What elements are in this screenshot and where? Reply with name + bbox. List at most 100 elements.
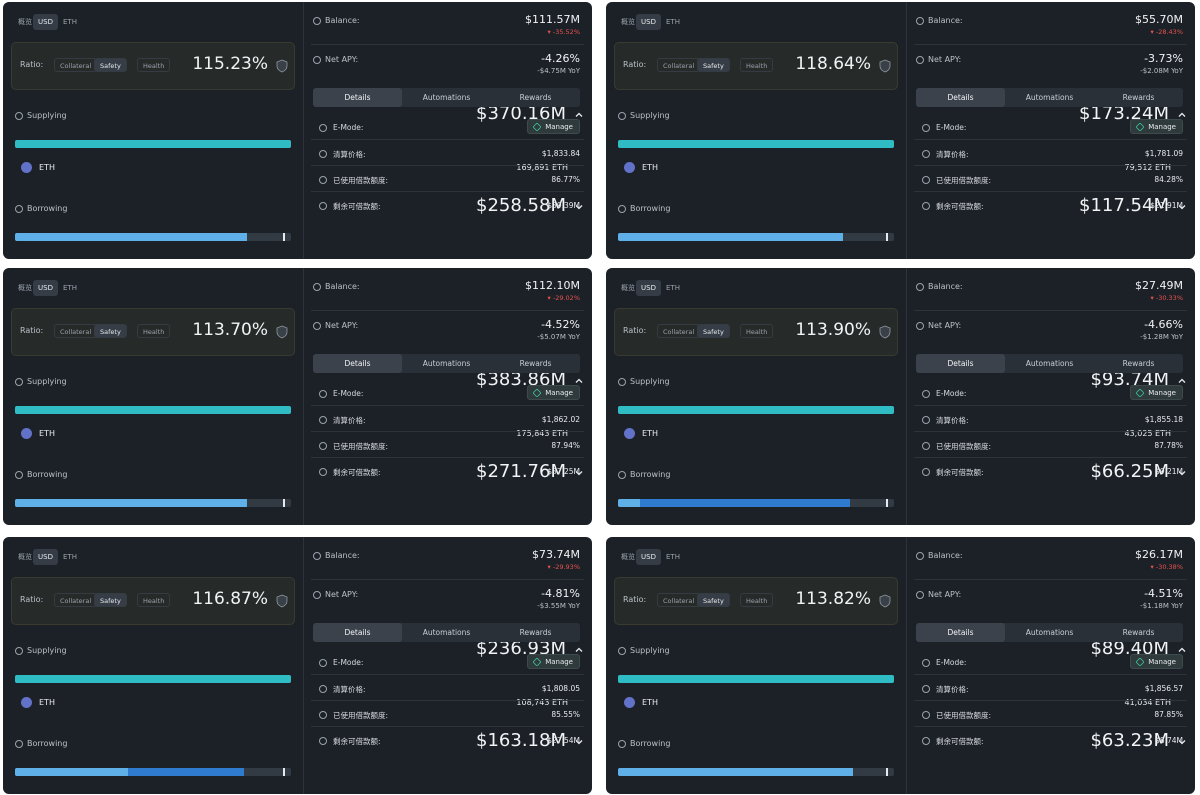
detail-tab[interactable]: Automations — [422, 359, 471, 368]
info-icon — [319, 124, 327, 132]
info-icon — [15, 471, 23, 479]
ratio-option[interactable]: Health — [740, 324, 774, 338]
expand-toggle[interactable] — [1177, 376, 1187, 386]
separator — [914, 165, 1187, 166]
ratio-option[interactable]: Safety — [697, 324, 730, 338]
supplying-value: $93.74M — [1090, 369, 1169, 390]
ratio-option[interactable]: Collateral — [54, 58, 98, 72]
manage-button[interactable]: Manage — [1130, 654, 1183, 669]
asset-name: ETH — [39, 429, 55, 438]
detail-value: $21.91M — [1150, 201, 1183, 210]
currency-tab[interactable]: 概览 — [18, 18, 32, 26]
expand-toggle[interactable] — [574, 376, 584, 386]
ratio-option[interactable]: Safety — [697, 58, 730, 72]
detail-tab[interactable]: Details — [916, 623, 1005, 642]
detail-tab[interactable]: Details — [313, 88, 402, 107]
ratio-option[interactable]: Collateral — [657, 324, 701, 338]
ratio-option[interactable]: Health — [137, 593, 171, 607]
currency-tab[interactable]: USD — [636, 14, 661, 30]
currency-tab[interactable]: USD — [33, 549, 58, 565]
detail-tab[interactable]: Automations — [422, 93, 471, 102]
info-icon — [922, 737, 930, 745]
detail-tab[interactable]: Automations — [422, 628, 471, 637]
detail-tab[interactable]: Rewards — [519, 93, 552, 102]
separator — [311, 457, 584, 458]
currency-tab[interactable]: ETH — [63, 553, 77, 561]
currency-tab[interactable]: USD — [636, 280, 661, 296]
detail-tab[interactable]: Automations — [1025, 93, 1074, 102]
detail-value: $37.25M — [547, 467, 580, 476]
balance-label: Balance: — [928, 16, 963, 25]
ratio-option[interactable]: Collateral — [54, 593, 98, 607]
detail-tab[interactable]: Rewards — [519, 359, 552, 368]
expand-toggle[interactable] — [574, 468, 584, 478]
ratio-option[interactable]: Health — [740, 593, 774, 607]
ratio-option[interactable]: Safety — [94, 593, 127, 607]
detail-value: 86.77% — [551, 175, 580, 184]
currency-tab[interactable]: ETH — [666, 18, 680, 26]
ratio-option[interactable]: Health — [740, 58, 774, 72]
currency-tab[interactable]: 概览 — [621, 284, 635, 292]
currency-tab[interactable]: USD — [33, 14, 58, 30]
detail-tab[interactable]: Automations — [1025, 359, 1074, 368]
ratio-option[interactable]: Health — [137, 58, 171, 72]
shield-icon — [276, 59, 288, 73]
currency-tab[interactable]: ETH — [63, 284, 77, 292]
expand-toggle[interactable] — [1177, 737, 1187, 747]
balance-change: -29.93% — [548, 563, 580, 571]
info-icon — [922, 150, 930, 158]
borrowing-label: Borrowing — [27, 204, 68, 213]
gear-icon — [1135, 388, 1145, 398]
dashboard-panel: 概览 USD ETH Ratio: Collateral Safety Health 115.… — [3, 2, 592, 259]
detail-tab[interactable]: Details — [313, 623, 402, 642]
currency-tab[interactable]: USD — [33, 280, 58, 296]
ratio-option[interactable]: Safety — [697, 593, 730, 607]
expand-toggle[interactable] — [574, 645, 584, 655]
detail-tab[interactable]: Rewards — [1122, 628, 1155, 637]
manage-button[interactable]: Manage — [527, 654, 580, 669]
ratio-option[interactable]: Collateral — [54, 324, 98, 338]
manage-button[interactable]: Manage — [527, 119, 580, 134]
net-apy-label: Net APY: — [325, 321, 359, 330]
currency-tab[interactable]: 概览 — [621, 553, 635, 561]
detail-tab[interactable]: Details — [313, 354, 402, 373]
ratio-option[interactable]: Collateral — [657, 593, 701, 607]
info-icon — [15, 205, 23, 213]
balance-change: -30.33% — [1151, 294, 1183, 302]
currency-tab[interactable]: ETH — [666, 553, 680, 561]
currency-tab[interactable]: ETH — [666, 284, 680, 292]
ratio-option[interactable]: Safety — [94, 324, 127, 338]
dashboard-panel: 概览 USD ETH Ratio: Collateral Safety Health 113.… — [606, 268, 1195, 525]
expand-toggle[interactable] — [574, 737, 584, 747]
manage-button[interactable]: Manage — [527, 385, 580, 400]
manage-button[interactable]: Manage — [1130, 119, 1183, 134]
detail-label: E-Mode: — [936, 658, 967, 667]
currency-tab[interactable]: USD — [636, 549, 661, 565]
separator — [914, 310, 1187, 311]
info-icon — [319, 202, 327, 210]
currency-tab[interactable]: 概览 — [18, 553, 32, 561]
separator — [311, 726, 584, 727]
ratio-option[interactable]: Collateral — [657, 58, 701, 72]
manage-button[interactable]: Manage — [1130, 385, 1183, 400]
currency-tab[interactable]: 概览 — [18, 284, 32, 292]
currency-tab[interactable]: ETH — [63, 18, 77, 26]
detail-tab[interactable]: Rewards — [1122, 359, 1155, 368]
expand-toggle[interactable] — [574, 110, 584, 120]
detail-label: 剩余可借款额: — [936, 468, 984, 477]
ratio-option[interactable]: Health — [137, 324, 171, 338]
ratio-option[interactable]: Safety — [94, 58, 127, 72]
detail-tab[interactable]: Rewards — [519, 628, 552, 637]
detail-label: 剩余可借款额: — [333, 202, 381, 211]
currency-tab[interactable]: 概览 — [621, 18, 635, 26]
expand-toggle[interactable] — [574, 202, 584, 212]
borrowing-value: $63.23M — [1090, 730, 1169, 751]
detail-tab[interactable]: Details — [916, 88, 1005, 107]
detail-tab[interactable]: Details — [916, 354, 1005, 373]
expand-toggle[interactable] — [1177, 645, 1187, 655]
expand-toggle[interactable] — [1177, 468, 1187, 478]
expand-toggle[interactable] — [1177, 202, 1187, 212]
expand-toggle[interactable] — [1177, 110, 1187, 120]
detail-tab[interactable]: Rewards — [1122, 93, 1155, 102]
detail-tab[interactable]: Automations — [1025, 628, 1074, 637]
